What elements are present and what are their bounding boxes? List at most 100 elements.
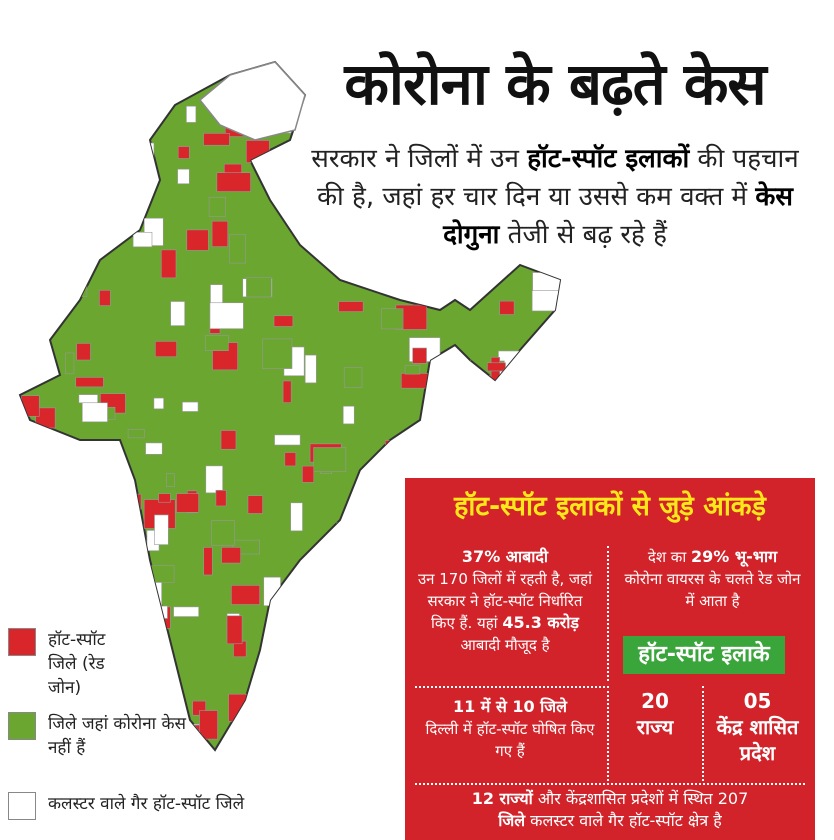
hotspot-district xyxy=(199,710,218,740)
hotspot-district xyxy=(75,377,104,388)
district xyxy=(381,308,404,330)
hotspot-district xyxy=(385,710,399,736)
hotspot-district xyxy=(176,493,199,513)
district xyxy=(170,301,185,326)
delhi-stat: 11 में से 10 जिले दिल्ली में हॉट-स्पॉट घो… xyxy=(425,697,595,760)
district xyxy=(44,596,67,611)
district xyxy=(186,105,197,123)
hotspot-district xyxy=(247,495,263,514)
hotspot-district xyxy=(467,410,481,439)
district xyxy=(246,277,272,298)
district xyxy=(404,365,421,375)
hotspot-district xyxy=(363,580,377,606)
hotspot-district xyxy=(220,430,237,450)
district xyxy=(130,597,157,617)
district xyxy=(555,358,560,381)
district xyxy=(274,434,301,446)
hotspot-district xyxy=(172,62,194,85)
cluster-stat: 12 राज्यों और केंद्रशासित प्रदेशों में स… xyxy=(471,789,749,830)
legend-green: जिले जहां कोरोना केस नहीं हैं xyxy=(8,712,198,760)
hotspot-district xyxy=(528,122,547,133)
hotspot-district xyxy=(92,566,116,597)
hotspot-district xyxy=(273,315,294,327)
district xyxy=(67,273,88,297)
hotspot-district xyxy=(475,255,485,272)
district xyxy=(76,70,90,97)
hotspot-district xyxy=(228,693,255,722)
hotspot-district xyxy=(421,428,444,451)
district xyxy=(386,250,416,278)
legend-white: कलस्टर वाले गैर हॉट-स्पॉट जिले xyxy=(8,792,308,820)
hotspot-district xyxy=(284,452,297,467)
district xyxy=(50,239,72,260)
hotspot-district xyxy=(231,585,261,605)
district xyxy=(295,752,303,770)
district xyxy=(343,367,363,388)
district xyxy=(459,452,477,480)
district xyxy=(338,596,366,624)
white-swatch xyxy=(8,792,36,820)
district xyxy=(486,394,517,416)
hotspot-district xyxy=(58,214,71,235)
hotspot-district xyxy=(221,547,241,564)
district xyxy=(173,606,199,617)
hotspot-district xyxy=(160,249,177,279)
red-swatch xyxy=(8,628,36,656)
hotspot-district xyxy=(118,96,150,108)
district xyxy=(68,93,88,117)
district xyxy=(510,435,541,450)
hotspot-district xyxy=(246,140,270,163)
hotspot-district xyxy=(334,599,369,628)
district xyxy=(66,158,86,188)
district xyxy=(347,521,359,539)
hotspot-district xyxy=(282,380,292,403)
district xyxy=(165,473,175,487)
district xyxy=(352,583,379,605)
district xyxy=(20,280,38,308)
district xyxy=(290,502,303,532)
hotspot-district xyxy=(143,641,157,651)
panel-title: हॉट-स्पॉट इलाकों से जुड़े आंकड़े xyxy=(454,491,766,522)
hotspot-district xyxy=(114,531,131,558)
district xyxy=(78,394,98,404)
district xyxy=(481,429,504,443)
district xyxy=(86,70,117,80)
district xyxy=(205,465,223,494)
region-north-white xyxy=(198,61,306,141)
hotspot-district xyxy=(95,585,113,595)
hotspot-district xyxy=(31,435,62,463)
district xyxy=(145,442,163,455)
district xyxy=(177,168,190,185)
hotspot-district xyxy=(106,153,137,177)
district xyxy=(94,174,107,192)
district xyxy=(122,513,138,525)
district xyxy=(36,80,70,95)
district xyxy=(367,717,379,740)
district xyxy=(289,694,316,713)
hotspot-district xyxy=(216,172,251,192)
hotspot-district xyxy=(155,341,177,357)
hotspot-district xyxy=(506,447,529,474)
area-stat: देश का 29% भू-भाग कोरोना वायरस के चलते रे… xyxy=(624,547,801,610)
district xyxy=(182,401,199,412)
district xyxy=(263,576,281,606)
hotspot-badge: हॉट-स्पॉट इलाके xyxy=(623,636,785,674)
district xyxy=(70,153,80,179)
hotspot-district xyxy=(203,133,230,146)
hotspot-district xyxy=(151,623,164,640)
district xyxy=(502,457,514,470)
hotspot-district xyxy=(382,256,396,287)
green-swatch xyxy=(8,712,36,740)
hotspot-district xyxy=(177,146,190,159)
hotspot-district xyxy=(497,389,512,412)
hotspot-district xyxy=(64,100,97,131)
hotspot-district xyxy=(23,311,48,330)
district xyxy=(92,143,123,170)
hotspot-district xyxy=(432,392,455,403)
hotspot-district xyxy=(444,359,472,386)
hotspot-district xyxy=(524,418,549,444)
district xyxy=(65,352,75,375)
headline: कोरोना के बढ़ते केस xyxy=(344,50,766,118)
district xyxy=(554,379,560,401)
